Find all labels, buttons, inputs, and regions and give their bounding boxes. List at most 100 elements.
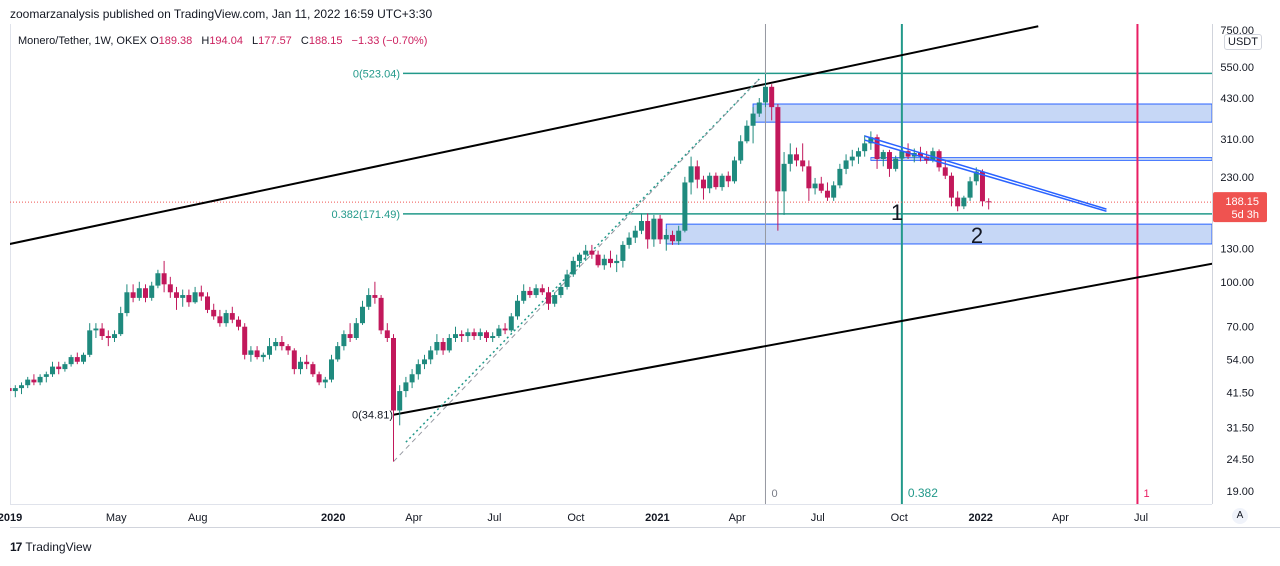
candle-body [744, 125, 750, 142]
candle-body [527, 290, 533, 296]
sr-zone-1 [752, 103, 1212, 123]
price-tick-label: 230.00 [1220, 172, 1254, 184]
candle-body [843, 160, 849, 169]
candle-body [316, 374, 322, 383]
price-tick-label: 550.00 [1220, 62, 1254, 74]
tradingview-logo-icon: 17 [10, 540, 22, 554]
candle-body [855, 151, 861, 157]
candle-body [762, 86, 768, 103]
candle-body [0, 388, 5, 391]
candle-body [347, 334, 353, 338]
candle-body [211, 309, 217, 317]
candle-body [545, 292, 551, 304]
candle-body [514, 300, 520, 317]
candle-body [806, 166, 812, 189]
candle-body [186, 295, 192, 303]
candle-body [37, 376, 43, 383]
candle-body [694, 166, 700, 180]
candle-body [273, 341, 279, 347]
candle-body [390, 337, 396, 411]
channel-lower-line [393, 262, 1212, 416]
candle-body [713, 175, 719, 188]
price-scale[interactable] [1212, 24, 1280, 504]
low-value: 177.57 [258, 35, 292, 47]
candle-body [62, 364, 68, 370]
candle-body [979, 171, 985, 202]
candle-body [583, 250, 589, 255]
candle-body [174, 292, 180, 298]
candle-body [366, 295, 372, 307]
candle-body [961, 197, 967, 207]
candle-body [291, 350, 297, 370]
annotation-2: 2 [971, 223, 983, 248]
candle-body [155, 273, 161, 286]
candle-body [279, 341, 285, 347]
candle-body [483, 332, 489, 338]
open-label: O [150, 35, 159, 47]
price-tick-label: 31.50 [1226, 422, 1254, 434]
time-fib-label: 0.382 [908, 486, 938, 500]
candle-body [397, 391, 403, 411]
candle-body [533, 288, 539, 296]
currency-selector[interactable]: USDT [1224, 34, 1262, 50]
candle-body [378, 297, 384, 331]
candle-body [465, 332, 471, 337]
candle-body [143, 288, 149, 298]
candle-body [25, 379, 31, 386]
candle-body [775, 107, 781, 192]
candle-body [19, 385, 25, 389]
triangle-top-line [864, 135, 1107, 210]
candle-body [967, 181, 973, 198]
last-price-badge [1213, 192, 1267, 223]
auto-scale-button[interactable]: A [1232, 508, 1248, 524]
time-tick-label: Apr [405, 512, 422, 524]
candle-body [217, 316, 223, 324]
candle-body [459, 334, 465, 337]
candle-body [502, 328, 508, 331]
high-value: 194.04 [209, 35, 243, 47]
candle-body [986, 201, 992, 203]
candle-body [620, 244, 626, 261]
time-fib-label: 0 [771, 488, 777, 500]
candle-body [663, 234, 669, 240]
time-tick-label: May [106, 512, 127, 524]
triangle-bottom-line [864, 139, 1107, 212]
candle-body [973, 171, 979, 182]
time-tick-label: Jul [1134, 512, 1148, 524]
symbol-legend: Monero/Tether, 1W, OKEX O189.38 H194.04 … [18, 35, 433, 47]
candle-body [421, 359, 427, 365]
candle-body [719, 175, 725, 188]
last-price-label: 188.15 [1225, 196, 1259, 208]
time-tick-label: 2020 [321, 512, 345, 524]
time-tick-label: Apr [1052, 512, 1069, 524]
price-tick-label: 100.00 [1220, 277, 1254, 289]
candle-body [434, 341, 440, 351]
price-tick-label: 130.00 [1220, 244, 1254, 256]
candle-body [645, 220, 651, 240]
candle-body [124, 292, 130, 314]
price-tick-label: 54.00 [1226, 354, 1254, 366]
time-tick-label: Jul [487, 512, 501, 524]
fib-dashed-trend [393, 78, 760, 462]
resistance-line [870, 157, 1212, 161]
candle-body [626, 237, 632, 245]
chart-pane[interactable] [10, 24, 1213, 504]
fib-level-label: 0(523.04) [353, 68, 400, 80]
high-label: H [201, 35, 210, 47]
candle-body [260, 354, 266, 358]
candle-body [824, 190, 830, 198]
tradingview-logo[interactable]: 17 TradingView [10, 540, 91, 554]
candle-body [372, 295, 378, 298]
candle-body [868, 137, 874, 144]
candle-body [87, 330, 93, 355]
sr-zone-2 [665, 223, 1212, 245]
candle-body [248, 350, 254, 355]
candle-body [948, 175, 954, 198]
close-label: C [300, 35, 309, 47]
candle-body [297, 361, 303, 370]
candle-body [452, 334, 458, 338]
candle-body [99, 328, 105, 337]
candle-body [818, 183, 824, 191]
countdown-label: 5d 3h [1231, 209, 1259, 221]
candle-body [508, 316, 514, 331]
